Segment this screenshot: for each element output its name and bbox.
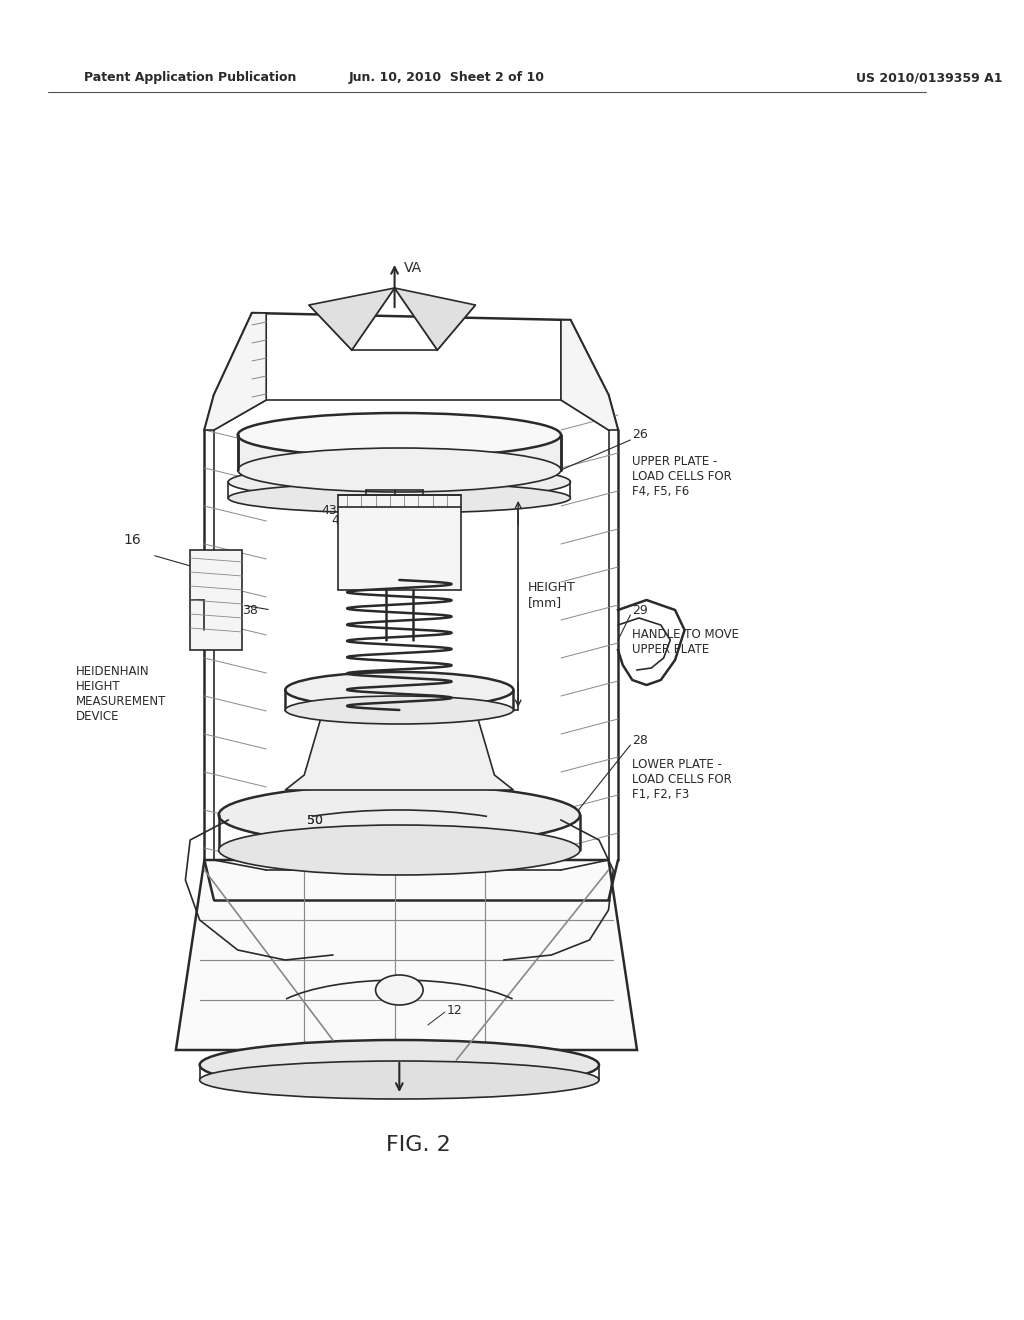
Polygon shape	[205, 313, 266, 430]
Polygon shape	[561, 319, 618, 430]
Text: 43: 43	[322, 503, 338, 516]
Ellipse shape	[228, 483, 570, 513]
Ellipse shape	[238, 447, 561, 492]
Text: 52: 52	[475, 693, 492, 706]
Text: 28: 28	[632, 734, 648, 747]
Polygon shape	[394, 288, 475, 350]
Polygon shape	[176, 861, 637, 1049]
Text: 45: 45	[368, 539, 384, 552]
Text: HEIDENHAIN
HEIGHT
MEASUREMENT
DEVICE: HEIDENHAIN HEIGHT MEASUREMENT DEVICE	[76, 665, 167, 723]
Ellipse shape	[219, 785, 580, 845]
Bar	[190, 550, 243, 649]
Text: UPPER PLATE -
LOAD CELLS FOR
F4, F5, F6: UPPER PLATE - LOAD CELLS FOR F4, F5, F6	[632, 455, 732, 498]
Text: 12: 12	[446, 1003, 463, 1016]
Ellipse shape	[200, 1061, 599, 1100]
Text: 26: 26	[632, 429, 648, 441]
Ellipse shape	[219, 825, 580, 875]
Text: 50: 50	[307, 813, 324, 826]
Text: 40: 40	[376, 445, 394, 459]
Ellipse shape	[376, 975, 423, 1005]
Text: LOWER PLATE -
LOAD CELLS FOR
F1, F2, F3: LOWER PLATE - LOAD CELLS FOR F1, F2, F3	[632, 758, 732, 801]
Text: 29: 29	[632, 603, 648, 616]
Text: Jun. 10, 2010  Sheet 2 of 10: Jun. 10, 2010 Sheet 2 of 10	[349, 71, 545, 84]
Text: 16: 16	[124, 533, 141, 546]
Text: 43: 43	[332, 513, 347, 527]
Text: 50: 50	[307, 813, 324, 826]
Text: Patent Application Publication: Patent Application Publication	[84, 71, 296, 84]
Text: 47: 47	[327, 693, 342, 706]
Ellipse shape	[228, 465, 570, 499]
Text: 47: 47	[322, 693, 338, 706]
Polygon shape	[238, 436, 561, 470]
Ellipse shape	[238, 413, 561, 457]
Text: 38: 38	[243, 603, 258, 616]
Polygon shape	[309, 288, 394, 350]
Text: 52: 52	[457, 693, 472, 706]
Ellipse shape	[286, 696, 513, 723]
Text: VA: VA	[404, 261, 422, 275]
Text: HEIGHT
[mm]: HEIGHT [mm]	[527, 581, 575, 609]
Text: US 2010/0139359 A1: US 2010/0139359 A1	[856, 71, 1002, 84]
Text: HANDLE TO MOVE
UPPER PLATE: HANDLE TO MOVE UPPER PLATE	[632, 628, 739, 656]
Polygon shape	[286, 710, 513, 789]
Text: FIG. 2: FIG. 2	[386, 1135, 451, 1155]
Text: 45: 45	[353, 533, 370, 546]
Bar	[338, 495, 461, 590]
Ellipse shape	[286, 672, 513, 708]
Ellipse shape	[200, 1040, 599, 1090]
